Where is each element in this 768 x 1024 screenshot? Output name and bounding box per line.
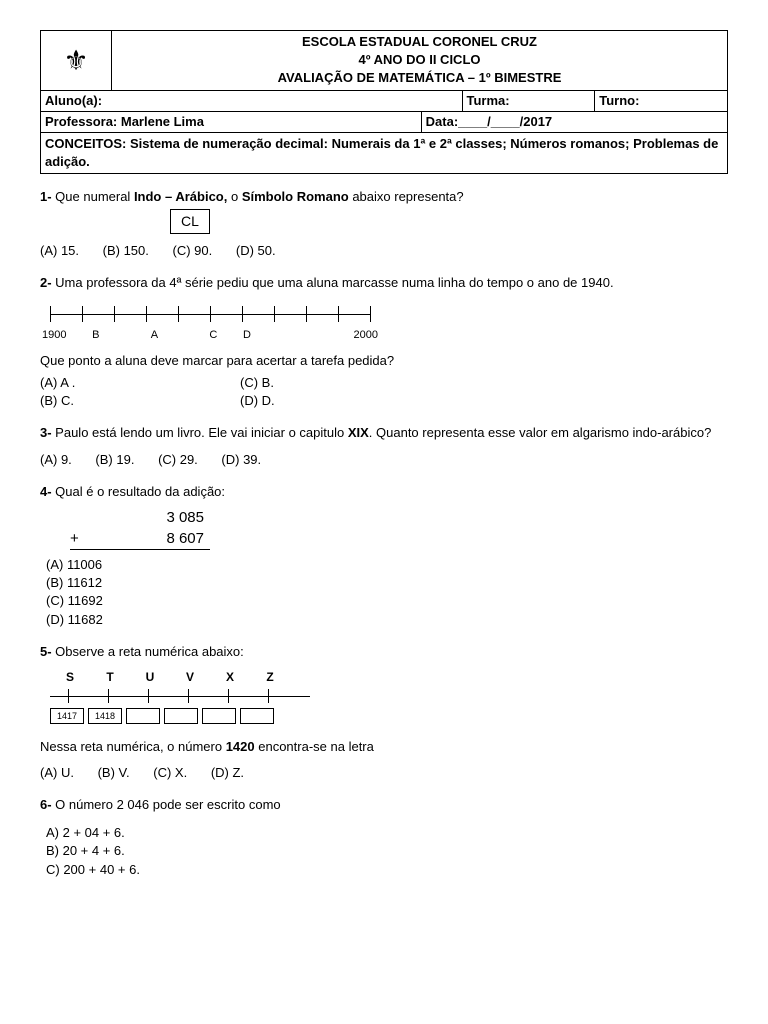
exam-page: ⚜ ESCOLA ESTADUAL CORONEL CRUZ 4º ANO DO… bbox=[0, 0, 768, 1024]
title-cell: ESCOLA ESTADUAL CORONEL CRUZ 4º ANO DO I… bbox=[112, 31, 727, 90]
q2-opt-b[interactable]: (B) C. bbox=[40, 392, 240, 410]
q5-opt-d[interactable]: (D) Z. bbox=[211, 765, 244, 780]
q5-opt-b[interactable]: (B) V. bbox=[98, 765, 130, 780]
q5-f1: Nessa reta numérica, o número bbox=[40, 739, 226, 754]
q4-opt-b[interactable]: (B) 11612 bbox=[46, 574, 728, 592]
nl2-box-5[interactable] bbox=[240, 708, 274, 724]
tl-2000: 2000 bbox=[353, 328, 377, 343]
number-line-2: S T U V X Z 1417 1418 bbox=[50, 669, 728, 724]
tl-a: A bbox=[151, 328, 158, 343]
nl2-z: Z bbox=[250, 669, 290, 686]
q4-options: (A) 11006 (B) 11612 (C) 11692 (D) 11682 bbox=[40, 556, 728, 629]
q5-b1: 1420 bbox=[226, 739, 255, 754]
q4-opt-c[interactable]: (C) 11692 bbox=[46, 592, 728, 610]
q1-b2: Símbolo Romano bbox=[242, 189, 349, 204]
grade-line: 4º ANO DO II CICLO bbox=[112, 51, 727, 69]
nl2-box-0: 1417 bbox=[50, 708, 84, 724]
tl-b: B bbox=[92, 328, 99, 343]
nl2-box-3[interactable] bbox=[164, 708, 198, 724]
q3-t1: Paulo está lendo um livro. Ele vai inici… bbox=[55, 425, 348, 440]
q1-b1: Indo – Arábico, bbox=[134, 189, 227, 204]
question-1: 1- Que numeral Indo – Arábico, o Símbolo… bbox=[40, 188, 728, 260]
q3-opt-a[interactable]: (A) 9. bbox=[40, 452, 72, 467]
q2-text: Uma professora da 4ª série pediu que uma… bbox=[55, 275, 613, 290]
q3-t2: . Quanto representa esse valor em algari… bbox=[369, 425, 712, 440]
question-4: 4- Qual é o resultado da adição: 3 085 +… bbox=[40, 483, 728, 629]
q5-opt-c[interactable]: (C) X. bbox=[153, 765, 187, 780]
addend-1: 3 085 bbox=[70, 507, 210, 528]
tl-c: C bbox=[209, 328, 217, 343]
q3-opt-c[interactable]: (C) 29. bbox=[158, 452, 198, 467]
roman-box: CL bbox=[170, 209, 210, 235]
tl-1900: 1900 bbox=[42, 328, 66, 343]
addition-line bbox=[70, 549, 210, 550]
nl2-t: T bbox=[90, 669, 130, 686]
q5-options: (A) U. (B) V. (C) X. (D) Z. bbox=[40, 764, 728, 782]
aluno-field[interactable]: Aluno(a): bbox=[41, 91, 463, 111]
crest-icon: ⚜ bbox=[63, 41, 88, 80]
q5-num: 5- bbox=[40, 644, 55, 659]
addition-problem: 3 085 +8 607 bbox=[70, 507, 210, 550]
nl2-v: V bbox=[170, 669, 210, 686]
nl2-u: U bbox=[130, 669, 170, 686]
q6-opt-a[interactable]: A) 2 + 04 + 6. bbox=[46, 824, 728, 842]
data-field[interactable]: Data:____/____/2017 bbox=[422, 112, 727, 132]
q2-opt-a[interactable]: (A) A . bbox=[40, 374, 240, 392]
professora-field: Professora: Marlene Lima bbox=[41, 112, 422, 132]
turma-field[interactable]: Turma: bbox=[463, 91, 596, 111]
q4-opt-d[interactable]: (D) 11682 bbox=[46, 611, 728, 629]
q4-num: 4- bbox=[40, 484, 55, 499]
q3-b1: XIX bbox=[348, 425, 369, 440]
q2-follow: Que ponto a aluna deve marcar para acert… bbox=[40, 352, 728, 370]
q1-num: 1- bbox=[40, 189, 55, 204]
q3-num: 3- bbox=[40, 425, 55, 440]
q5-opt-a[interactable]: (A) U. bbox=[40, 765, 74, 780]
q4-text: Qual é o resultado da adição: bbox=[55, 484, 225, 499]
q6-options: A) 2 + 04 + 6. B) 20 + 4 + 6. C) 200 + 4… bbox=[40, 824, 728, 879]
question-2: 2- Uma professora da 4ª série pediu que … bbox=[40, 274, 728, 410]
question-3: 3- Paulo está lendo um livro. Ele vai in… bbox=[40, 424, 728, 468]
school-name: ESCOLA ESTADUAL CORONEL CRUZ bbox=[112, 33, 727, 51]
nl2-s: S bbox=[50, 669, 90, 686]
q2-opt-c[interactable]: (C) B. bbox=[240, 374, 440, 392]
q1-opt-a[interactable]: (A) 15. bbox=[40, 243, 79, 258]
timeline: 1900 B A C D 2000 bbox=[40, 302, 380, 343]
nl2-box-2[interactable] bbox=[126, 708, 160, 724]
q4-opt-a[interactable]: (A) 11006 bbox=[46, 556, 728, 574]
q2-options: (A) A . (B) C. (C) B. (D) D. bbox=[40, 374, 728, 410]
q1-opt-c[interactable]: (C) 90. bbox=[173, 243, 213, 258]
q5-f2: encontra-se na letra bbox=[255, 739, 374, 754]
exam-line: AVALIAÇÃO DE MATEMÁTICA – 1º BIMESTRE bbox=[112, 69, 727, 87]
tl-d: D bbox=[243, 328, 251, 343]
q1-t1: Que numeral bbox=[55, 189, 134, 204]
q1-opt-b[interactable]: (B) 150. bbox=[103, 243, 149, 258]
question-6: 6- O número 2 046 pode ser escrito como … bbox=[40, 796, 728, 879]
turno-field[interactable]: Turno: bbox=[595, 91, 727, 111]
q1-t2: o bbox=[227, 189, 241, 204]
q1-t3: abaixo representa? bbox=[349, 189, 464, 204]
q2-num: 2- bbox=[40, 275, 55, 290]
q3-opt-b[interactable]: (B) 19. bbox=[95, 452, 134, 467]
nl2-x: X bbox=[210, 669, 250, 686]
question-5: 5- Observe a reta numérica abaixo: S T U… bbox=[40, 643, 728, 782]
header-box: ⚜ ESCOLA ESTADUAL CORONEL CRUZ 4º ANO DO… bbox=[40, 30, 728, 133]
conceitos-box: CONCEITOS: Sistema de numeração decimal:… bbox=[40, 133, 728, 174]
nl2-box-4[interactable] bbox=[202, 708, 236, 724]
q6-opt-b[interactable]: B) 20 + 4 + 6. bbox=[46, 842, 728, 860]
addend-2: 8 607 bbox=[166, 530, 204, 547]
logo-cell: ⚜ bbox=[41, 31, 112, 90]
nl2-box-1: 1418 bbox=[88, 708, 122, 724]
q6-num: 6- bbox=[40, 797, 55, 812]
q6-text: O número 2 046 pode ser escrito como bbox=[55, 797, 280, 812]
q1-opt-d[interactable]: (D) 50. bbox=[236, 243, 276, 258]
q5-text: Observe a reta numérica abaixo: bbox=[55, 644, 244, 659]
plus-icon: + bbox=[70, 528, 79, 549]
q2-opt-d[interactable]: (D) D. bbox=[240, 392, 440, 410]
q6-opt-c[interactable]: C) 200 + 40 + 6. bbox=[46, 861, 728, 879]
q1-options: (A) 15. (B) 150. (C) 90. (D) 50. bbox=[40, 242, 728, 260]
timeline-labels: 1900 B A C D 2000 bbox=[40, 328, 380, 343]
q3-opt-d[interactable]: (D) 39. bbox=[221, 452, 261, 467]
q3-options: (A) 9. (B) 19. (C) 29. (D) 39. bbox=[40, 451, 728, 469]
